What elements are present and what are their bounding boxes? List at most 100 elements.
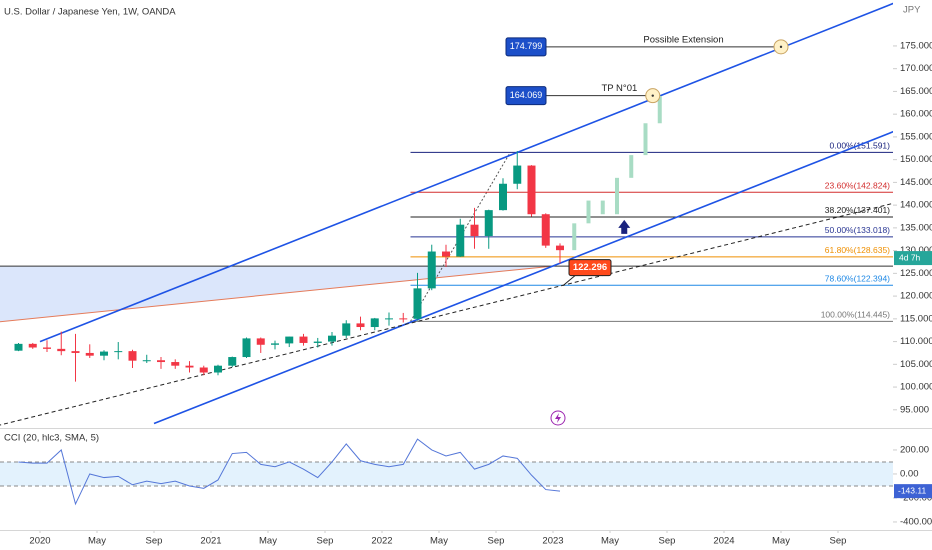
y-tick-label: 135.000 xyxy=(900,222,932,233)
cci-band xyxy=(0,461,893,486)
candle-body xyxy=(228,357,237,366)
countdown-box xyxy=(894,251,932,266)
fib-label: 23.60%(142.824) xyxy=(825,181,890,191)
cci-value-box xyxy=(894,484,932,499)
y-axis-label: JPY xyxy=(903,5,921,16)
price-label-arrow xyxy=(562,275,576,287)
candle-body xyxy=(214,365,222,373)
candle-body xyxy=(71,351,80,353)
candle-body xyxy=(271,343,279,345)
x-tick-label: May xyxy=(88,536,106,547)
target-box xyxy=(505,37,547,57)
candle-body xyxy=(399,318,408,320)
candle-body xyxy=(313,341,322,343)
candle-body xyxy=(43,347,51,349)
candle-body xyxy=(299,336,308,343)
candle-body xyxy=(185,365,194,368)
candle-body xyxy=(199,367,208,373)
cci-tick-label: 200.00 xyxy=(900,444,929,455)
channel-line xyxy=(153,130,893,425)
target-label: TP N°01 xyxy=(601,83,637,94)
y-tick-label: 175.000 xyxy=(900,40,932,51)
candle-body xyxy=(14,343,23,351)
candle-body xyxy=(427,251,436,289)
countdown: 4d 7h xyxy=(899,252,921,262)
candle-body xyxy=(157,360,165,363)
target-box xyxy=(505,86,547,106)
projection-bar xyxy=(629,155,634,178)
y-tick-label: 155.000 xyxy=(900,131,932,142)
projection-bar xyxy=(643,123,648,156)
x-tick-label: May xyxy=(259,536,277,547)
y-tick-label: 115.000 xyxy=(900,313,932,324)
y-tick-label: 130.000 xyxy=(900,245,932,256)
candle-body xyxy=(285,336,294,344)
candle-body xyxy=(356,323,365,328)
candle-body xyxy=(527,165,536,215)
y-tick-label: 160.000 xyxy=(900,109,932,120)
y-tick-label: 145.000 xyxy=(900,177,932,188)
cci-line xyxy=(18,438,561,506)
target-value: 174.799 xyxy=(510,41,543,51)
candle-body xyxy=(128,351,137,361)
y-tick-label: 170.000 xyxy=(900,63,932,74)
overlay: 175.000 170.000 165.000 160.000 155.000 150.0… xyxy=(29,40,932,547)
candle-body xyxy=(342,323,351,336)
y-tick-label: 125.000 xyxy=(900,268,932,279)
cci-pane xyxy=(0,438,893,506)
target-dot xyxy=(651,94,654,97)
candle-body xyxy=(142,360,151,362)
candle-body xyxy=(413,288,422,319)
candle-body xyxy=(328,335,336,342)
cci-tick-label: 0.00 xyxy=(900,468,919,479)
target-dot xyxy=(779,45,783,49)
x-tick-label: May xyxy=(601,536,619,547)
fib-label: 100.00%(114.445) xyxy=(821,310,890,320)
y-tick-label: 150.000 xyxy=(900,154,932,165)
target-label: Possible Extension xyxy=(643,34,723,45)
candle-body xyxy=(456,224,465,257)
candle-body xyxy=(242,338,251,358)
fib-label: 78.60%(122.394) xyxy=(825,273,890,283)
fib-label: 61.80%(128.635) xyxy=(825,245,890,255)
event-bolt xyxy=(555,413,561,423)
x-tick-label: 2022 xyxy=(371,536,392,547)
channel-line xyxy=(0,202,893,426)
x-tick-label: May xyxy=(772,536,790,547)
fib-trend xyxy=(410,152,511,322)
cci-title: CCI (20, hlc3, SMA, 5) xyxy=(4,433,99,444)
y-tick-label: 105.000 xyxy=(900,359,932,370)
up-arrow xyxy=(618,219,631,234)
fib-label: 38.20%(137.401) xyxy=(825,205,890,215)
x-tick-label: May xyxy=(430,536,448,547)
candle-body xyxy=(256,338,265,345)
projection-bar xyxy=(586,200,591,224)
y-tick-label: 95.000 xyxy=(900,404,929,415)
candle-body xyxy=(470,224,479,237)
x-tick-label: Sep xyxy=(659,536,676,547)
candle-body xyxy=(513,165,522,184)
fib-label: 50.00%(133.018) xyxy=(825,225,890,235)
candle-body xyxy=(85,352,94,356)
projection-bar xyxy=(657,95,662,124)
x-tick-label: 2023 xyxy=(542,536,563,547)
zone-edge xyxy=(0,265,554,323)
candle-body xyxy=(28,343,37,348)
candle-body xyxy=(556,245,564,251)
chart-title: U.S. Dollar / Japanese Yen, 1W, OANDA xyxy=(4,7,176,18)
x-tick-label: 2020 xyxy=(29,536,50,547)
candle-body xyxy=(57,348,66,352)
price-label-box xyxy=(568,259,612,277)
candle-body xyxy=(100,351,108,356)
candle-body xyxy=(114,351,123,353)
price-label-value: 122.296 xyxy=(573,262,607,273)
projection-bar xyxy=(600,200,605,215)
y-tick-label: 100.000 xyxy=(900,382,932,393)
candle-body xyxy=(499,183,507,211)
price-pane: 0.00%(151.591)23.60%(142.824)38.20%(137.… xyxy=(0,2,893,426)
x-tick-label: Sep xyxy=(317,536,334,547)
cci-value-label: -143.11 xyxy=(898,485,926,495)
y-tick-label: 110.000 xyxy=(900,336,932,347)
cci-tick-label: -400.00 xyxy=(900,516,932,527)
